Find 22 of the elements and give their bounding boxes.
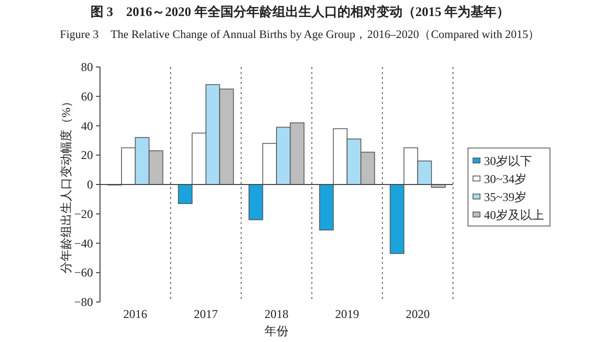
x-tick-label: 2018 <box>264 307 288 321</box>
chart-subtitle: Figure 3 The Relative Change of Annual Births by Age Group，2016–2020（Compared with 2015） <box>60 29 540 41</box>
y-tick-label: 40 <box>81 118 93 133</box>
y-tick-label: −20 <box>74 206 93 221</box>
legend-label: 40岁及以上 <box>484 208 544 222</box>
y-tick-label: 80 <box>81 60 93 74</box>
legend-label: 35~39岁 <box>484 190 526 204</box>
x-tick-label: 2017 <box>194 307 218 321</box>
x-axis-title: 年份 <box>264 324 288 338</box>
chart-title: 图 3 2016～2020 年全国分年龄组出生人口的相对变动（2015 年为基年） <box>90 4 510 19</box>
y-tick-label: −60 <box>74 266 93 280</box>
x-tick-label: 2020 <box>406 307 430 321</box>
legend-label: 30岁以下 <box>484 154 532 168</box>
y-tick-label: −80 <box>74 295 93 309</box>
y-tick-label: −40 <box>74 236 93 250</box>
y-axis-title: 分年龄组出生人口变动幅度（%） <box>59 96 73 274</box>
legend-label: 30~34岁 <box>484 172 526 186</box>
x-tick-label: 2019 <box>335 307 360 321</box>
y-tick-label: 0 <box>87 178 93 192</box>
y-tick-label: 20 <box>81 148 93 162</box>
x-tick-label: 2016 <box>123 307 148 321</box>
y-tick-label: 60 <box>81 89 93 104</box>
